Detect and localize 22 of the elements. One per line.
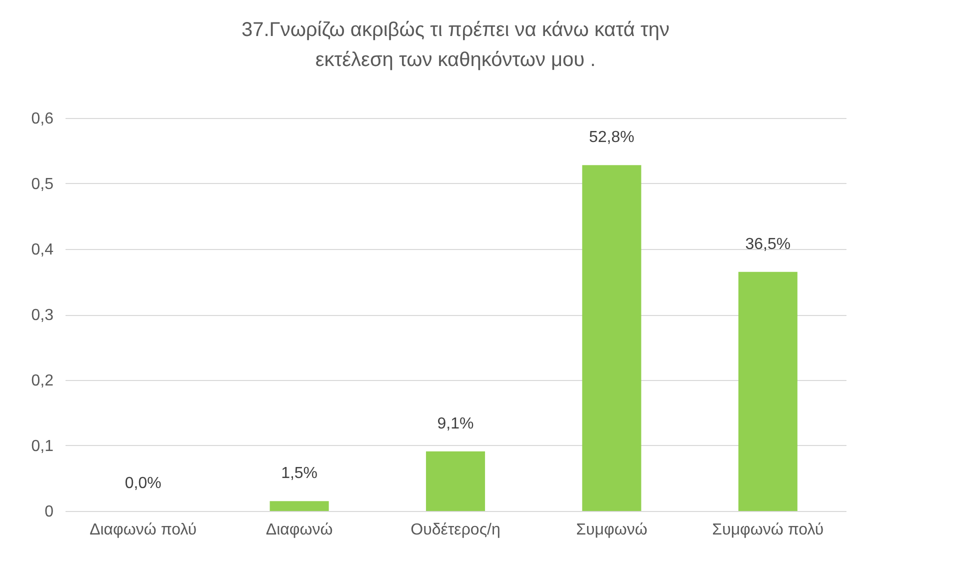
data-label: 1,5% <box>281 465 318 482</box>
y-tick-label: 0,5 <box>31 176 54 193</box>
chart-title: 37.Γνωρίζω ακριβώς τι πρέπει να κάνω κατά την εκτέλεση των καθηκόντων μου . <box>242 19 670 71</box>
data-label: 36,5% <box>745 236 791 253</box>
x-tick-label: Συμφωνώ <box>576 522 648 538</box>
y-tick-label: 0,1 <box>31 438 54 455</box>
bar <box>270 501 329 511</box>
y-tick-label: 0 <box>44 504 54 520</box>
x-tick-label: Ουδέτερος/η <box>410 522 500 538</box>
bar <box>426 451 486 511</box>
x-tick-label: Συμφωνώ πολύ <box>712 522 824 538</box>
y-tick-label: 0,4 <box>31 242 54 258</box>
y-tick-label: 0,3 <box>31 307 54 324</box>
data-label: 0,0% <box>124 475 162 492</box>
data-label: 9,1% <box>437 415 474 432</box>
x-tick-label: Διαφωνώ πολύ <box>90 522 197 538</box>
bar <box>582 165 642 511</box>
y-tick-label: 0,6 <box>31 110 54 128</box>
x-tick-label: Διαφωνώ <box>266 522 333 538</box>
y-tick-label: 0,2 <box>31 372 54 390</box>
data-label: 52,8% <box>589 129 634 146</box>
bar <box>738 272 798 511</box>
